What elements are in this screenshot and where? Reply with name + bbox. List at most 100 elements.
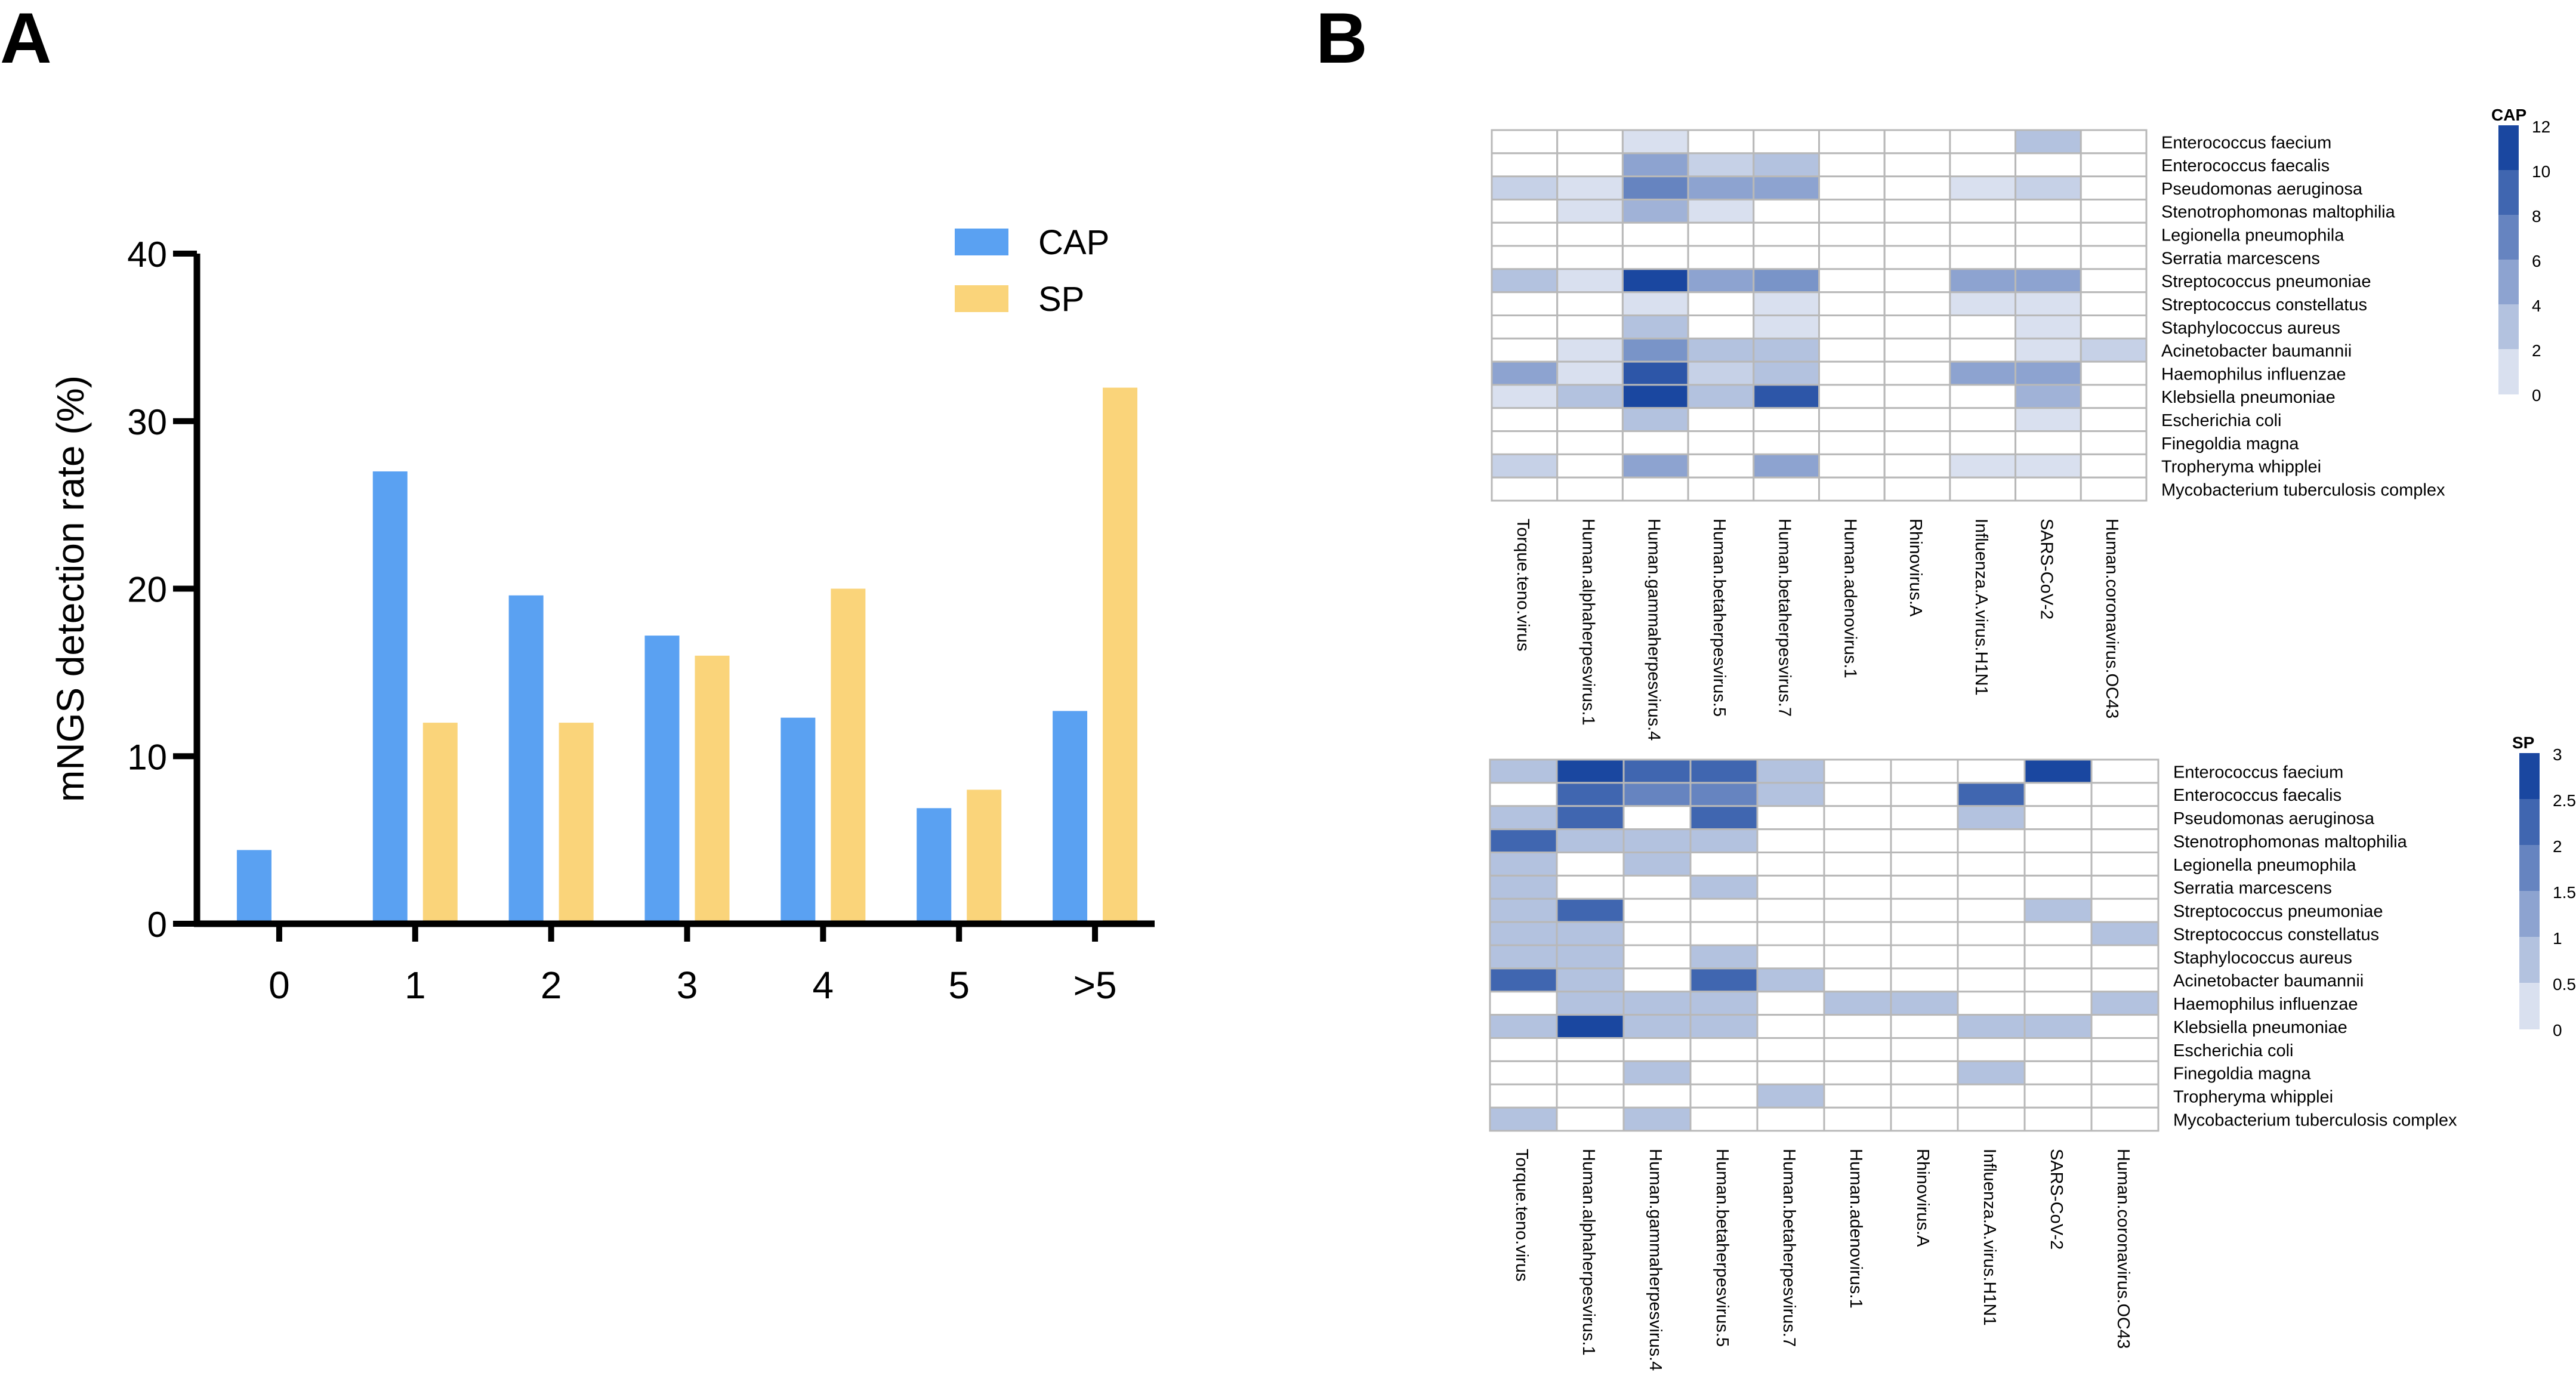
heatmap-cell (1957, 897, 2026, 923)
heatmap-cell (1883, 384, 1951, 409)
bar-sp-1 (422, 723, 458, 924)
heatmap-cell (1689, 991, 1759, 1016)
column-label: Human.betaherpesvirus.5 (1713, 1149, 1732, 1347)
heatmap-cell (2080, 129, 2148, 155)
heatmap-cell (1957, 944, 2026, 970)
legend-swatch-sp (955, 285, 1008, 312)
heatmap-cell (2023, 1106, 2093, 1132)
heatmap-cell (1687, 476, 1755, 502)
heatmap-cell (2090, 805, 2159, 831)
heatmap-cell (1949, 221, 2017, 247)
row-label: Legionella pneumophila (2173, 856, 2356, 875)
row-label: Pseudomonas aeruginosa (2173, 809, 2375, 828)
heatmap-cell (2023, 921, 2093, 946)
row-label: Streptococcus pneumoniae (2161, 272, 2371, 291)
heatmap-cell (1883, 314, 1951, 340)
bar-sp-3 (695, 655, 730, 924)
heatmap-cell (1890, 897, 1959, 923)
heatmap-cell (1556, 453, 1624, 479)
heatmap-cell (1489, 967, 1558, 993)
heatmap-cell (1823, 1106, 1892, 1132)
scale-swatch (2498, 170, 2519, 215)
heatmap-cell (1556, 268, 1624, 294)
scale-swatch (2519, 983, 2540, 1029)
heatmap-cell (1622, 944, 1692, 970)
column-label: Torque.teno.virus (1513, 519, 1532, 651)
heatmap-cell (2080, 291, 2148, 316)
scale-tick-label: 3 (2553, 745, 2562, 764)
x-tick-label: 5 (948, 964, 970, 1007)
heatmap-cell (1556, 407, 1624, 433)
heatmap-cell (1621, 198, 1689, 224)
heatmap-cell (1556, 967, 1625, 993)
bar-cap-1 (372, 471, 408, 924)
row-label: Streptococcus pneumoniae (2173, 902, 2383, 921)
heatmap-cell (1818, 198, 1886, 224)
heatmap-cell (1556, 921, 1625, 946)
heatmap-cell (2090, 1060, 2159, 1085)
heatmap-cell (1556, 245, 1624, 270)
heatmap-cell (2014, 360, 2082, 386)
scale-title: CAP (2491, 106, 2526, 124)
heatmap-cell (1823, 852, 1892, 877)
heatmap-cell (2080, 175, 2148, 201)
heatmap-cell (1621, 221, 1689, 247)
scale-tick-label: 6 (2532, 252, 2541, 270)
heatmap-cell (1622, 1037, 1692, 1062)
heatmap-cell (2014, 476, 2082, 502)
heatmap-cell (1556, 384, 1624, 409)
heatmap-cell (1689, 782, 1759, 807)
heatmap-cell (2080, 453, 2148, 479)
heatmap-cell (1621, 453, 1689, 479)
heatmap-cell (1823, 805, 1892, 831)
heatmap-cell (1556, 1014, 1625, 1039)
heatmap-cell (1753, 430, 1821, 455)
heatmap-cell (1883, 152, 1951, 178)
heatmap-cell (1687, 337, 1755, 363)
column-label: Torque.teno.virus (1512, 1149, 1531, 1281)
heatmap-cell (1687, 268, 1755, 294)
scale-tick-label: 2 (2532, 341, 2541, 360)
row-label: Enterococcus faecium (2161, 133, 2331, 152)
heatmap-cell (1883, 337, 1951, 363)
heatmap-cell (2023, 944, 2093, 970)
heatmap-cell (1957, 805, 2026, 831)
heatmap-cell (1622, 1014, 1692, 1039)
heatmap-cell (1883, 407, 1951, 433)
scale-tick-label: 12 (2532, 118, 2550, 136)
heatmap-cell (1818, 268, 1886, 294)
heatmap-cell (1556, 944, 1625, 970)
heatmap-cell (2090, 991, 2159, 1016)
column-label: Human.alphaherpesvirus.1 (1579, 1149, 1598, 1356)
heatmap-cell (1489, 852, 1558, 877)
column-label: Human.betaherpesvirus.5 (1710, 519, 1729, 717)
heatmap-cell (1689, 852, 1759, 877)
scale-swatch (2519, 753, 2540, 800)
heatmap-cell (1622, 758, 1692, 784)
heatmap-cell (1753, 453, 1821, 479)
heatmap-cell (1756, 758, 1825, 784)
heatmap-cell (1818, 175, 1886, 201)
heatmap-cell (1689, 967, 1759, 993)
heatmap-cell (1622, 852, 1692, 877)
heatmap-cell (1489, 782, 1558, 807)
heatmap-cell (1818, 360, 1886, 386)
heatmap-cell (2014, 268, 2082, 294)
legend-label-sp: SP (1038, 280, 1084, 319)
heatmap-cell (1621, 268, 1689, 294)
heatmap-cell (1753, 476, 1821, 502)
heatmap-cell (2014, 129, 2082, 155)
heatmap-cell (2080, 152, 2148, 178)
heatmap-cell (1756, 967, 1825, 993)
panel-a-label: A (0, 0, 52, 78)
heatmap-cell (1621, 245, 1689, 270)
heatmap-cell (1949, 129, 2017, 155)
column-label: Human.adenovirus.1 (1840, 519, 1859, 678)
column-label: Human.betaherpesvirus.7 (1779, 1149, 1798, 1347)
heatmap-cell (1949, 268, 2017, 294)
heatmap-cell (1689, 1060, 1759, 1085)
heatmap-cell (1890, 967, 1959, 993)
heatmap-cell (1687, 198, 1755, 224)
heatmap-cell (1818, 337, 1886, 363)
heatmap-cell (1823, 758, 1892, 784)
